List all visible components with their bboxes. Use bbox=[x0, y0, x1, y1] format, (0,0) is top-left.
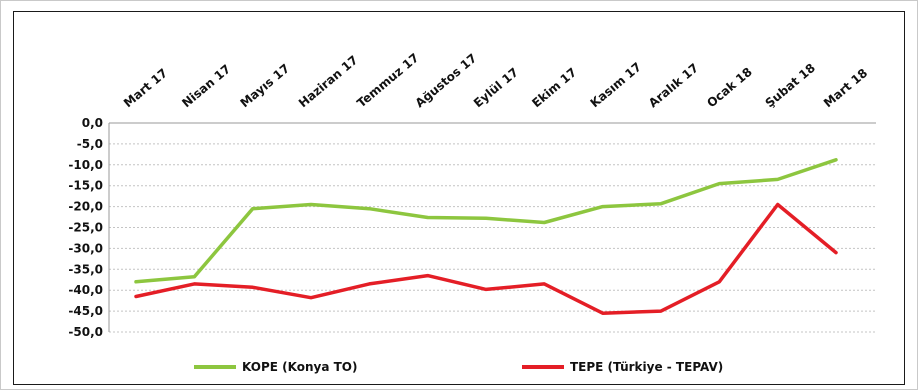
y-tick-label: -35,0 bbox=[68, 262, 103, 276]
gridlines bbox=[108, 122, 876, 333]
y-tick-label: -25,0 bbox=[68, 221, 103, 235]
line-chart: 0,0 -5,0 -10,0 -15,0 -20,0 -25,0 -30,0 -35,0 -40… bbox=[68, 51, 876, 374]
x-tick-label: Ağustos 17 bbox=[413, 51, 480, 110]
y-tick-label: -40,0 bbox=[68, 283, 103, 297]
legend: KOPE (Konya TO) TEPE (Türkiye - TEPAV) bbox=[194, 360, 723, 374]
x-tick-label: Nisan 17 bbox=[179, 62, 233, 111]
y-tick-label: -30,0 bbox=[68, 241, 103, 255]
x-tick-label: Mart 18 bbox=[821, 66, 870, 111]
series-lines bbox=[134, 158, 838, 315]
y-tick-label: -10,0 bbox=[68, 158, 103, 172]
legend-label: TEPE (Türkiye - TEPAV) bbox=[570, 360, 723, 374]
x-tick-label: Temmuz 17 bbox=[354, 51, 421, 111]
x-tick-label: Kasım 17 bbox=[588, 60, 645, 111]
y-tick-label: -5,0 bbox=[77, 137, 103, 151]
y-tick-label: -15,0 bbox=[68, 179, 103, 193]
x-tick-label: Ekim 17 bbox=[529, 65, 579, 110]
y-axis-ticks: 0,0 -5,0 -10,0 -15,0 -20,0 -25,0 -30,0 -35,0 -40… bbox=[68, 116, 103, 339]
legend-label: KOPE (Konya TO) bbox=[242, 360, 357, 374]
x-tick-label: Eylül 17 bbox=[471, 65, 521, 110]
y-tick-label: 0,0 bbox=[82, 116, 103, 130]
x-tick-label: Mayıs 17 bbox=[238, 61, 293, 110]
y-tick-label: -20,0 bbox=[68, 200, 103, 214]
x-tick-label: Şubat 18 bbox=[763, 61, 818, 111]
y-tick-label: -45,0 bbox=[68, 304, 103, 318]
x-axis-ticks: Mart 17 Nisan 17 Mayıs 17 Haziran 17Temmuz … bbox=[121, 51, 870, 111]
x-tick-label: Mart 17 bbox=[121, 66, 170, 111]
x-tick-label: Ocak 18 bbox=[704, 65, 755, 111]
chart-area: 0,0 -5,0 -10,0 -15,0 -20,0 -25,0 -30,0 -35,0 -40… bbox=[13, 11, 905, 385]
y-tick-label: -50,0 bbox=[68, 325, 103, 339]
x-tick-label: Aralık 17 bbox=[646, 61, 701, 111]
x-tick-label: Haziran 17 bbox=[296, 53, 361, 110]
